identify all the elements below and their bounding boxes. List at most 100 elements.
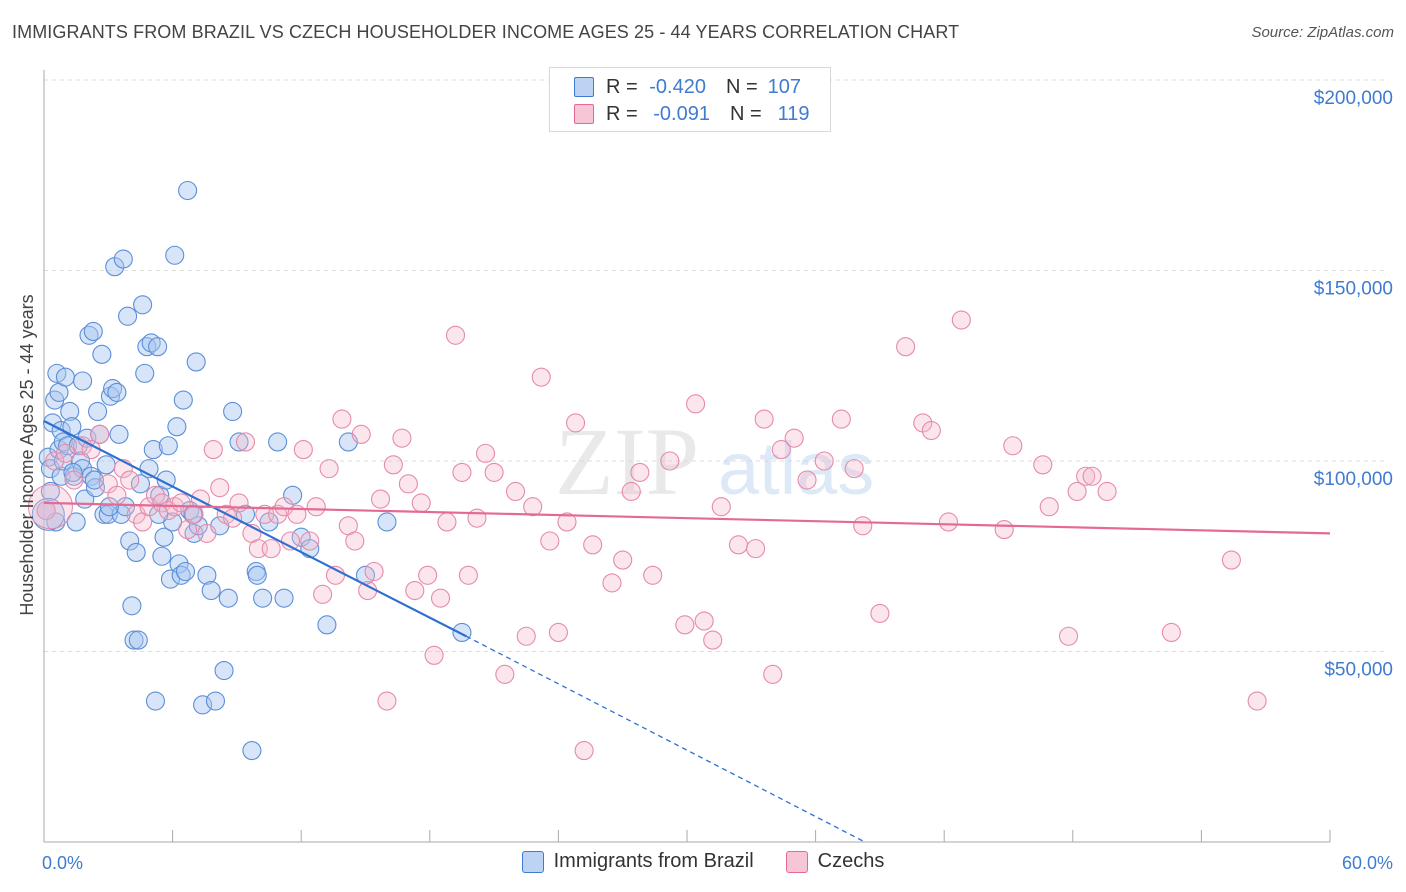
watermark-atlas: atlas [718,427,874,510]
data-point-brazil [120,531,140,551]
legend-r-label: R = [606,102,638,125]
data-point-czechs [574,741,594,761]
data-point-czechs [120,470,140,490]
data-point-brazil [109,424,129,444]
data-point-czechs [418,565,438,585]
data-point-czechs [452,462,472,482]
data-point-brazil [113,249,133,269]
data-point-czechs [306,497,326,517]
data-point-czechs [107,485,127,505]
legend-swatch-brazil [574,77,594,97]
data-point-brazil [63,462,83,482]
data-point-czechs [210,478,230,498]
data-point-czechs [405,580,425,601]
x-tick-labels: 0.0% 60.0% [42,853,1393,873]
legend-n-label: N = [725,75,758,98]
data-point-czechs [613,550,633,570]
data-point-brazil [133,295,153,315]
data-point-brazil [128,630,148,650]
legend-item-czechs[interactable]: Czechs [785,850,884,873]
data-point-brazil [66,512,86,532]
legend-row-brazil: R = -0.420 N = 107 [574,74,801,100]
data-point-brazil [88,401,108,422]
data-point-brazil [152,546,172,566]
data-point-czechs [540,531,560,551]
data-point-czechs [235,432,256,452]
legend-item-brazil[interactable]: Immigrants from Brazil [521,850,754,873]
data-point-czechs [896,337,916,357]
data-point-czechs [703,630,723,650]
data-point-czechs [430,588,451,608]
data-point-czechs [844,459,864,479]
data-point-brazil [40,481,60,502]
data-point-czechs [621,481,641,502]
y-tick-label: $100,000 [1314,469,1393,490]
legend-row-czechs: R = -0.091 N = 119 [574,101,810,127]
legend-swatch-brazil [521,850,544,873]
data-point-czechs [229,493,249,513]
data-point-brazil [135,363,155,383]
data-point-czechs [1039,497,1059,517]
data-point-brazil [175,561,196,582]
data-point-czechs [197,523,217,543]
data-point-czechs [814,451,834,471]
data-point-brazil [118,306,138,326]
data-point-brazil [130,474,150,494]
trend-lines [43,420,1331,843]
data-point-czechs [484,462,504,482]
data-point-czechs [746,539,766,559]
data-point-czechs [351,424,371,444]
data-point-brazil [193,695,213,715]
data-point-brazil [124,630,144,650]
data-point-czechs [1247,691,1267,711]
data-point-czechs [630,462,650,482]
data-point-czechs [1033,455,1053,475]
data-point-brazil [214,660,234,681]
data-point-brazil [107,382,127,402]
data-point-czechs [203,440,223,460]
data-point-czechs [938,512,959,532]
data-point-czechs [763,664,783,684]
data-point-czechs [831,409,851,429]
data-point-brazil [274,588,294,608]
y-tick-label: $50,000 [1324,660,1393,681]
data-point-czechs [531,367,551,387]
data-point-czechs [686,394,706,414]
data-point-czechs [261,539,281,559]
data-point-brazil [173,390,193,410]
data-point-czechs [557,512,577,532]
data-point-czechs [268,504,288,524]
data-point-czechs [383,455,403,475]
data-point-brazil [197,565,217,585]
data-point-brazil [83,321,103,342]
trend-line-czechs [43,501,1331,535]
data-point-czechs [495,664,515,684]
data-point-brazil [92,344,112,364]
data-point-czechs [392,428,412,448]
legend-label-brazil: Immigrants from Brazil [553,850,754,872]
y-axis-label: Householder Income Ages 25 - 44 years [17,294,37,615]
data-point-brazil [167,417,187,437]
data-point-czechs [565,413,586,433]
legend-r-value: -0.091 [653,102,710,125]
data-point-czechs [90,424,110,444]
data-point-czechs [602,573,622,593]
data-point-brazil [201,580,221,601]
data-point-brazil [158,436,178,456]
data-point-czechs [548,622,568,643]
data-point-czechs [583,535,603,555]
series-czechs-points [27,310,1267,761]
data-point-brazil [247,565,267,585]
data-point-czechs [55,443,75,463]
data-point-czechs [1097,481,1117,502]
data-point-brazil [99,497,119,517]
data-point-czechs [921,420,941,441]
data-point-czechs [64,470,84,490]
data-point-brazil [160,569,181,589]
data-point-brazil [55,367,75,387]
data-point-czechs [437,512,457,532]
legend-n-value: 107 [767,75,802,98]
data-point-czechs [754,409,774,429]
data-point-czechs [516,626,536,646]
data-point-czechs [411,493,431,513]
